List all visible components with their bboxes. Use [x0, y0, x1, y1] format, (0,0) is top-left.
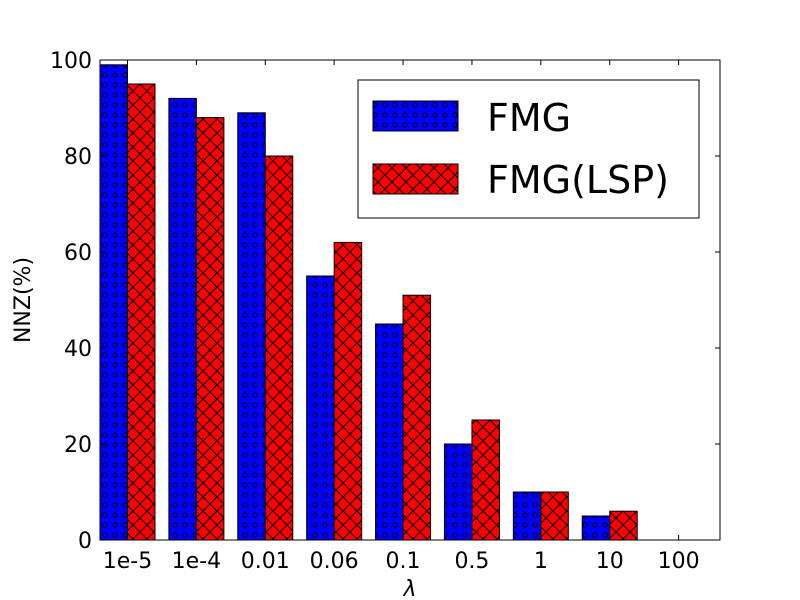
x-tick-label: 0.06: [310, 549, 359, 574]
x-axis-ticks: 1e-5 1e-4 0.01 0.06 0.1 0.5 1 10 100: [103, 60, 700, 574]
bars-group: [99, 64, 638, 541]
x-tick-label: 10: [596, 549, 624, 574]
y-axis-label: NNZ(%): [11, 257, 36, 343]
bar-fmg-lsp-10: [609, 510, 638, 541]
bar-fmg-lsp-0-06: [333, 241, 363, 541]
bar-fmg-0-1: [375, 323, 404, 541]
bar-fmg-lsp-1e-5: [127, 83, 156, 541]
y-tick-label: 40: [64, 337, 92, 362]
y-tick-label: 0: [78, 529, 92, 554]
bar-fmg-1e-4: [168, 97, 197, 541]
bar-fmg-lsp-1e-4: [195, 117, 225, 541]
y-tick-label: 100: [50, 49, 92, 74]
legend-swatch-fmg-lsp: [372, 163, 459, 195]
bar-fmg-0-5: [443, 443, 473, 541]
x-tick-label: 0.5: [454, 549, 489, 574]
x-tick-label: 0.01: [241, 549, 290, 574]
bar-fmg-0-06: [306, 275, 335, 541]
bar-fmg-lsp-0-1: [402, 294, 432, 541]
x-tick-label: 100: [658, 549, 700, 574]
bar-fmg-lsp-0-01: [264, 155, 294, 541]
x-tick-label: 1e-4: [172, 549, 221, 574]
bar-fmg-lsp-0-5: [471, 419, 500, 541]
y-tick-label: 60: [64, 241, 92, 266]
bar-fmg-lsp-1: [540, 491, 569, 541]
legend-label-fmg: FMG: [487, 96, 571, 140]
bar-fmg-1: [512, 491, 542, 541]
y-tick-label: 80: [64, 145, 92, 170]
y-tick-label: 20: [64, 433, 92, 458]
x-axis-label: λ: [402, 577, 416, 600]
legend-swatch-fmg: [372, 100, 459, 132]
legend-label-fmg-lsp: FMG(LSP): [487, 158, 669, 202]
legend: FMG FMG(LSP): [357, 79, 700, 219]
x-tick-label: 0.1: [386, 549, 421, 574]
bar-fmg-10: [581, 515, 611, 541]
x-tick-label: 1e-5: [103, 549, 152, 574]
plot-frame: [99, 59, 721, 541]
bar-fmg-1e-5: [99, 64, 128, 541]
bar-fmg-0-01: [237, 112, 266, 541]
x-tick-label: 1: [534, 549, 548, 574]
